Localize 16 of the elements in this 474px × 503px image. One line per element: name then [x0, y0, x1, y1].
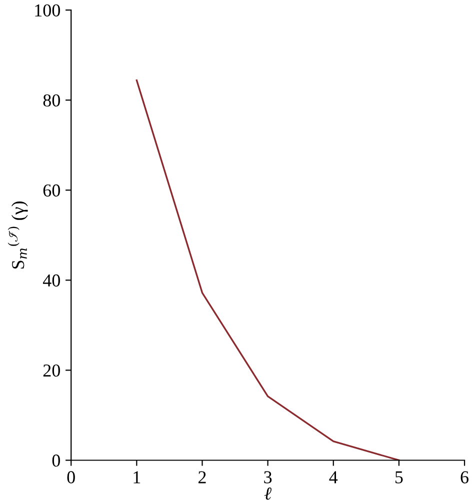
y-tick-label: 60 [43, 184, 60, 197]
x-tick-label: 6 [460, 471, 468, 484]
y-tick-label: 100 [35, 4, 60, 16]
x-tick-label: 1 [134, 471, 140, 484]
x-tick-label: 0 [67, 471, 75, 484]
y-tick-label: 0 [52, 454, 60, 467]
line-series [136, 79, 400, 460]
x-tick-label: 3 [264, 471, 272, 484]
y-tick-label: 80 [43, 94, 60, 107]
x-axis-title: ℓ [264, 488, 272, 500]
y-tick-label: 20 [43, 364, 60, 377]
y-axis-title: S$_{m}$$^{(ℐ)}$ (γ) [8, 202, 28, 269]
x-tick-label: 5 [395, 471, 403, 484]
x-tick-label: 2 [198, 471, 206, 484]
x-tick-label: 4 [329, 471, 338, 484]
y-tick-label: 40 [42, 274, 60, 287]
